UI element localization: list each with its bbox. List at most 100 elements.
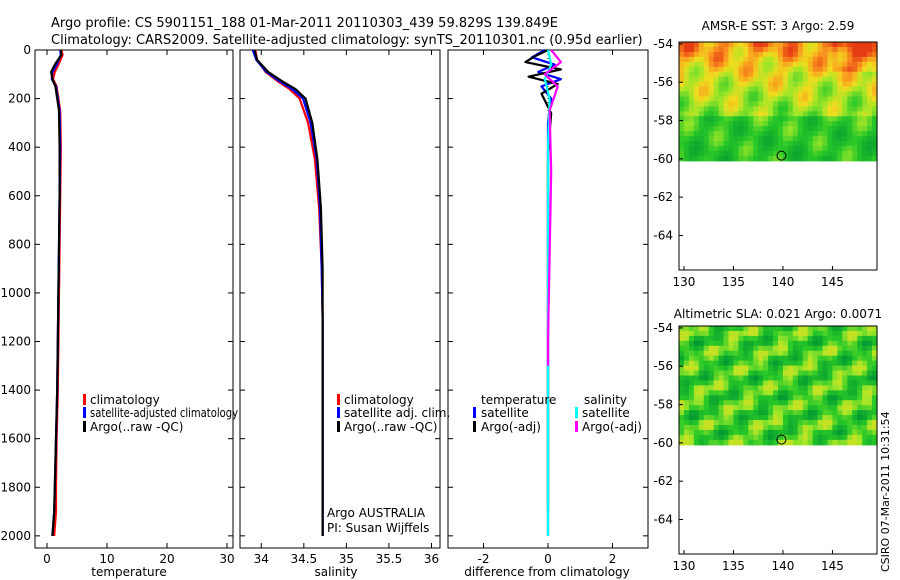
map-cell: [812, 365, 819, 372]
map-cell: [693, 390, 700, 396]
map-cell: [872, 400, 878, 406]
map-cell: [857, 96, 863, 102]
map-cell: [822, 121, 829, 127]
map-cell: [688, 335, 695, 342]
map-cell: [778, 131, 784, 137]
map-cell: [847, 71, 853, 78]
map-cell: [708, 360, 715, 367]
map-cell: [703, 385, 710, 391]
legend-title-temperature: temperature: [481, 393, 556, 407]
legend-label: satellite-adjusted climatology: [90, 406, 238, 420]
map-cell: [822, 439, 829, 446]
map-cell: [693, 360, 700, 367]
map-cell: [852, 131, 858, 137]
map-cell: [872, 106, 878, 112]
map-cell: [733, 81, 739, 88]
map-cell: [852, 424, 858, 431]
map-cell: [852, 355, 858, 362]
map-cell: [792, 145, 799, 152]
map-cell: [713, 340, 720, 347]
map-cell: [857, 340, 863, 347]
map-cell: [753, 61, 759, 68]
map-cell: [773, 400, 779, 406]
map-cell: [782, 360, 789, 367]
map-cell: [778, 385, 784, 391]
map-cell: [787, 42, 794, 48]
map-cell: [832, 46, 838, 53]
map-cell: [802, 61, 809, 68]
map-cell: [733, 71, 739, 78]
map-cell: [797, 42, 804, 48]
map-cell: [679, 405, 685, 411]
map-cell: [852, 42, 858, 48]
map-cell: [698, 385, 705, 391]
map-cell: [797, 106, 804, 112]
map-cell: [728, 51, 735, 58]
x-tick-label: 10: [99, 552, 114, 566]
map-cell: [738, 385, 744, 391]
map-cell: [693, 439, 700, 446]
map-cell: [679, 116, 685, 122]
map-cell: [792, 415, 799, 421]
map-cell: [718, 439, 725, 446]
map-cell: [773, 76, 779, 83]
map-cell: [728, 395, 735, 401]
map-cell: [743, 42, 749, 48]
map-cell: [802, 145, 809, 152]
map-cell: [703, 131, 710, 137]
map-cell: [698, 46, 705, 53]
map-cell: [807, 400, 814, 406]
map-cell: [802, 51, 809, 58]
map-cell: [837, 385, 843, 391]
map-cell: [822, 42, 829, 48]
map-cell: [867, 61, 873, 68]
map-cell: [748, 395, 754, 401]
sla-map-title: Altimetric SLA: 0.021 Argo: 0.0071: [674, 307, 882, 321]
map-cell: [872, 380, 878, 386]
map-cell: [812, 380, 819, 386]
map-cell: [827, 131, 834, 137]
map-cell: [797, 385, 804, 391]
map-cell: [723, 121, 730, 127]
map-cell: [817, 76, 824, 83]
map-cell: [763, 126, 769, 132]
map-cell: [738, 326, 744, 332]
map-cell: [708, 131, 715, 137]
map-cell: [807, 410, 814, 416]
map-cell: [738, 365, 744, 372]
map-cell: [837, 355, 843, 362]
map-cell: [847, 101, 853, 107]
map-cell: [807, 365, 814, 372]
map-cell: [787, 405, 794, 411]
map-cell: [822, 370, 829, 377]
map-cell: [787, 410, 794, 416]
map-cell: [713, 81, 720, 88]
map-cell: [713, 86, 720, 93]
map-cell: [708, 106, 715, 112]
map-cell: [782, 56, 789, 63]
y-tick-label: 1800: [0, 480, 31, 494]
map-cell: [797, 51, 804, 58]
map-cell: [807, 131, 814, 137]
map-cell: [773, 390, 779, 396]
map-cell: [842, 116, 848, 122]
map-cell: [713, 136, 720, 142]
map-cell: [842, 86, 848, 93]
map-cell: [688, 121, 695, 127]
map-cell: [698, 81, 705, 88]
map-cell: [857, 415, 863, 421]
map-cell: [723, 155, 730, 162]
map-cell: [857, 410, 863, 416]
map-cell: [763, 439, 769, 446]
map-cell: [713, 150, 720, 157]
map-cell: [708, 424, 715, 431]
map-cell: [748, 61, 754, 68]
map-cell: [703, 340, 710, 347]
map-cell: [832, 326, 838, 332]
map-cell: [693, 340, 700, 347]
map-cell: [842, 390, 848, 396]
map-cell: [827, 155, 834, 162]
map-cell: [768, 345, 774, 352]
map-cell: [842, 429, 848, 436]
map-cell: [753, 131, 759, 137]
